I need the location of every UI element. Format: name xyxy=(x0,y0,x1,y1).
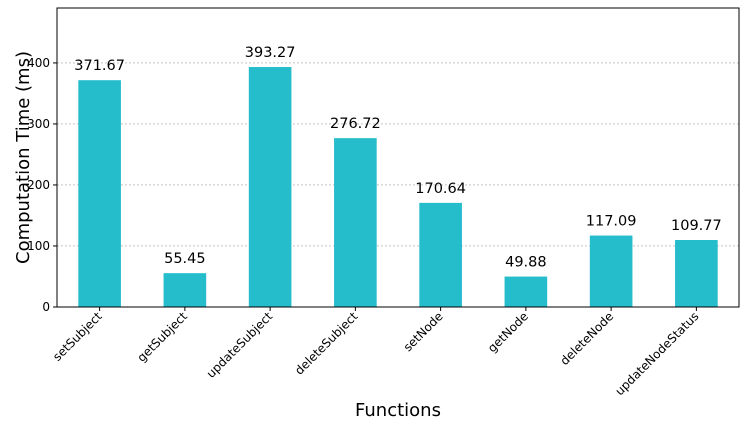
x-tick-label: setSubject xyxy=(50,309,105,364)
plot-frame xyxy=(56,7,740,308)
x-tick-label: deleteNode xyxy=(557,309,616,368)
data-label-setSubject: 371.67 xyxy=(74,58,125,74)
y-tick-label: 0 xyxy=(42,300,50,314)
x-tick-label: updateNodeStatus xyxy=(613,309,702,398)
bar-setNode xyxy=(419,202,462,307)
y-tick-label: 100 xyxy=(27,239,50,253)
data-label-deleteSubject: 276.72 xyxy=(330,116,381,132)
bar-setSubject xyxy=(78,80,121,308)
bar-deleteNode xyxy=(589,235,633,307)
data-label-deleteNode: 117.09 xyxy=(586,214,637,230)
y-axis-title: Computation Time (ms) xyxy=(13,51,34,264)
bar-deleteSubject xyxy=(334,138,377,307)
x-tick-label: deleteSubject xyxy=(292,309,361,378)
x-tick-label: setNode xyxy=(401,309,446,354)
data-label-setNode: 170.64 xyxy=(415,181,466,197)
y-tick-label: 200 xyxy=(27,178,50,192)
y-tick-label: 400 xyxy=(27,56,50,70)
data-label-updateNodeStatus: 109.77 xyxy=(671,218,722,234)
bar-getNode xyxy=(504,276,548,307)
bar-updateNodeStatus xyxy=(675,240,718,307)
data-labels-group: 371.67 55.45 393.27 276.72 170.64 49.88 117.09… xyxy=(74,45,722,271)
x-axis-ticks: setSubject getSubject updateSubject deleteS… xyxy=(50,307,701,398)
x-tick-label: getSubject xyxy=(134,309,190,365)
x-axis-title: Functions xyxy=(355,400,441,421)
bars-group xyxy=(78,67,718,308)
bar-updateSubject xyxy=(248,67,292,307)
grid-lines xyxy=(57,62,739,247)
x-tick-label: getNode xyxy=(485,309,531,355)
data-label-updateSubject: 393.27 xyxy=(245,45,296,61)
x-tick-label: updateSubject xyxy=(204,309,276,381)
y-tick-label: 300 xyxy=(27,117,50,131)
data-label-getNode: 49.88 xyxy=(505,255,547,271)
y-axis-ticks: 0 100 200 300 400 xyxy=(27,56,57,314)
data-label-getSubject: 55.45 xyxy=(164,251,206,267)
bar-getSubject xyxy=(163,273,207,307)
